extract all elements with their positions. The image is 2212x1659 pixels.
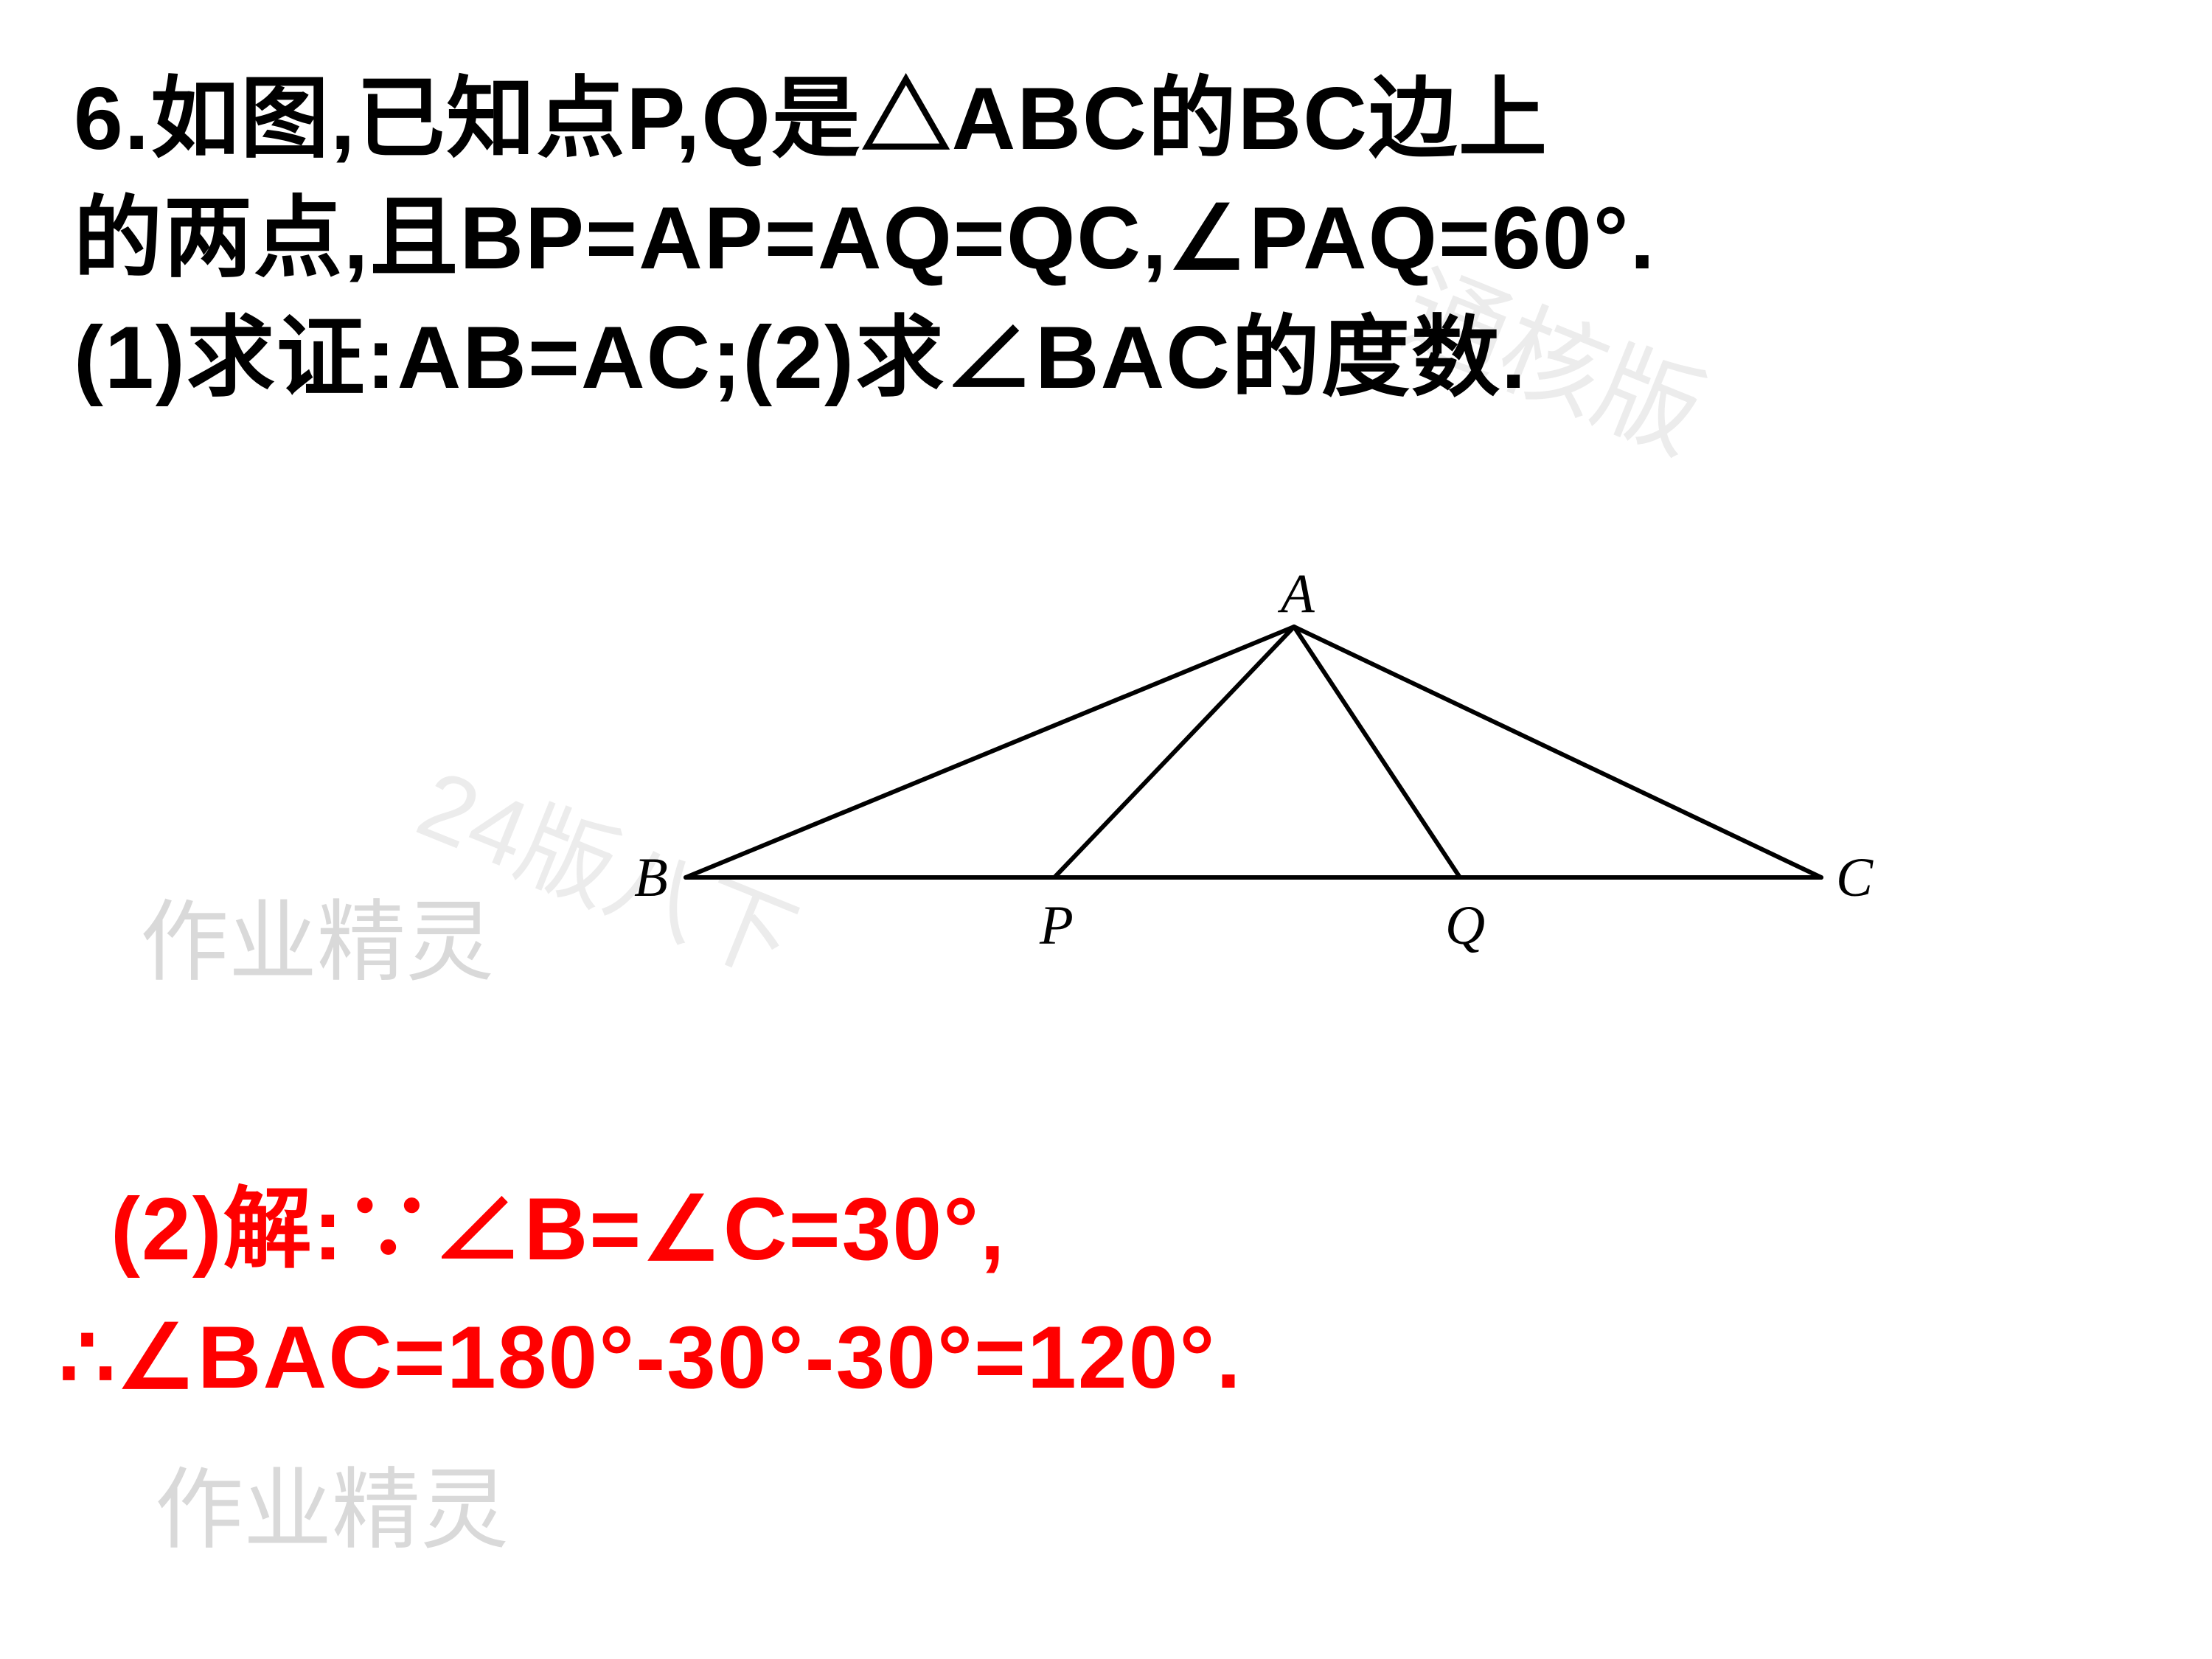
edge-AC — [1294, 627, 1821, 877]
problem-statement: 6.如图,已知点P,Q是△ABC的BC边上 的两点,且BP=AP=AQ=QC,∠… — [74, 59, 2138, 417]
vertex-label-P: P — [1039, 895, 1074, 956]
problem-line-3: (1)求证:AB=AC;(2)求∠BAC的度数. — [74, 298, 2138, 417]
edge-AB — [686, 627, 1294, 877]
vertex-label-A: A — [1277, 575, 1315, 625]
solution-text: (2)解:∵∠B=∠C=30°, ∴∠BAC=180°-30°-30°=120°… — [59, 1165, 1242, 1422]
vertex-label-C: C — [1836, 847, 1874, 908]
geometry-svg: A B C P Q — [627, 575, 1880, 966]
problem-line-2: 的两点,且BP=AP=AQ=QC,∠PAQ=60°. — [74, 178, 2138, 298]
problem-line-1: 6.如图,已知点P,Q是△ABC的BC边上 — [74, 59, 2138, 178]
edge-AP — [1054, 627, 1294, 877]
vertex-label-Q: Q — [1445, 895, 1485, 956]
solution-line-2: ∴∠BAC=180°-30°-30°=120°. — [59, 1293, 1242, 1422]
solution-line-1: (2)解:∵∠B=∠C=30°, — [59, 1165, 1242, 1293]
watermark-text-1: 作业精灵 — [140, 870, 494, 998]
vertex-label-B: B — [634, 847, 668, 908]
watermark-text-2: 作业精灵 — [155, 1438, 509, 1566]
triangle-diagram: A B C P Q — [627, 575, 1880, 966]
